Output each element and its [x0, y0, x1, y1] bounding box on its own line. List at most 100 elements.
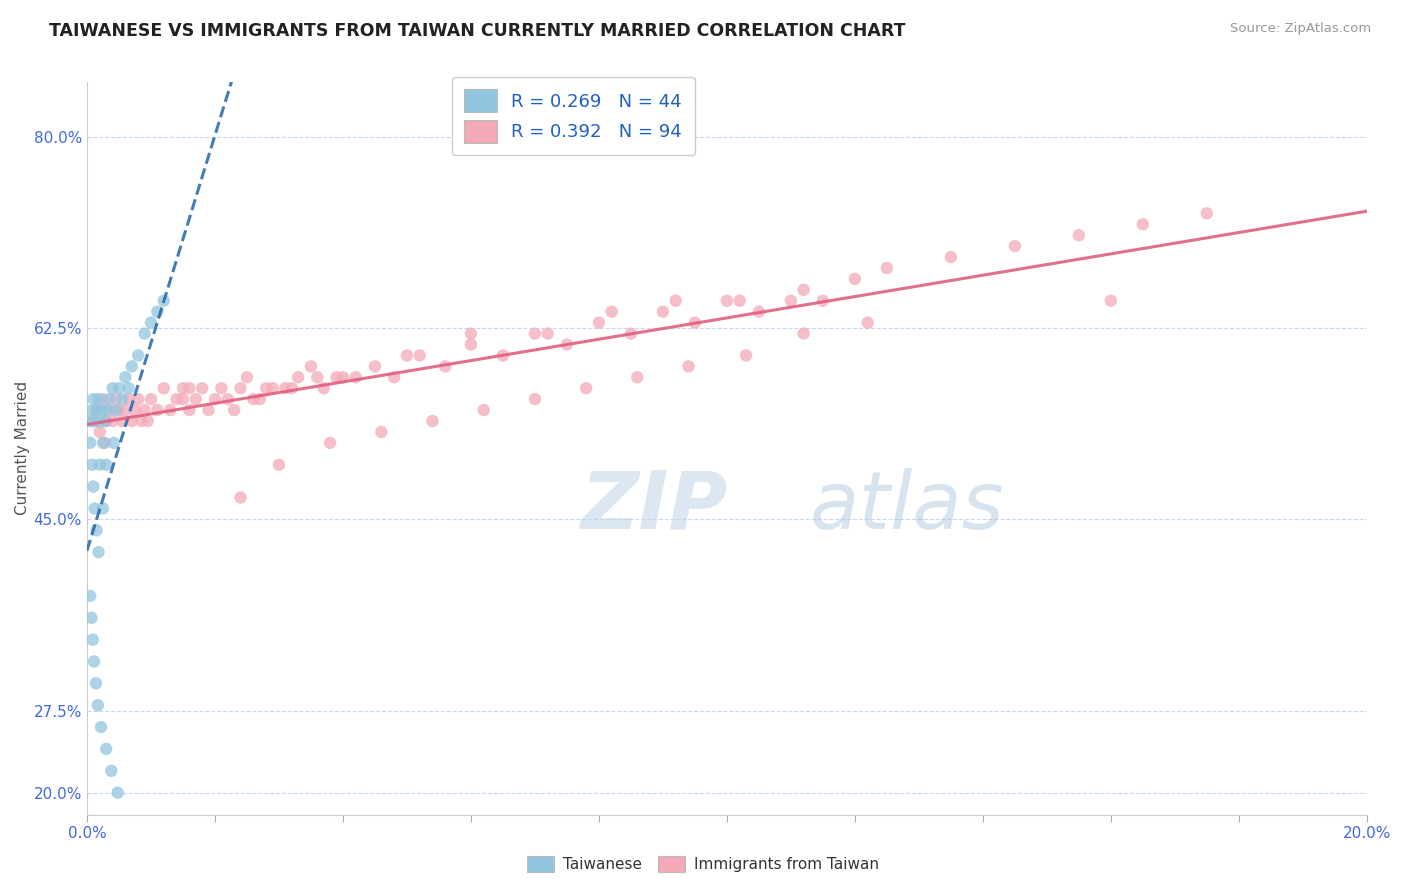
Point: [82, 632, 104, 647]
Point: [683, 316, 706, 330]
Text: atlas: atlas: [810, 468, 1005, 546]
Point: [172, 392, 194, 406]
Point: [131, 414, 153, 428]
Point: [146, 304, 169, 318]
Point: [159, 403, 181, 417]
Point: [82, 480, 104, 494]
Point: [460, 337, 482, 351]
Point: [600, 304, 623, 318]
Point: [319, 435, 342, 450]
Point: [793, 283, 815, 297]
Point: [267, 458, 290, 472]
Point: [537, 326, 560, 341]
Point: [107, 786, 129, 800]
Point: [651, 304, 673, 318]
Point: [96, 403, 118, 417]
Point: [79, 435, 101, 450]
Point: [1099, 293, 1122, 308]
Point: [127, 392, 149, 406]
Point: [166, 392, 188, 406]
Point: [98, 392, 121, 406]
Point: [229, 381, 252, 395]
Point: [111, 414, 134, 428]
Point: [409, 348, 432, 362]
Point: [89, 425, 111, 439]
Point: [811, 293, 834, 308]
Point: [86, 524, 108, 538]
Point: [1195, 206, 1218, 220]
Point: [344, 370, 367, 384]
Point: [588, 316, 610, 330]
Point: [121, 359, 143, 374]
Point: [665, 293, 688, 308]
Point: [229, 491, 252, 505]
Point: [101, 381, 124, 395]
Point: [117, 381, 139, 395]
Y-axis label: Currently Married: Currently Married: [15, 381, 30, 516]
Point: [83, 655, 105, 669]
Point: [100, 764, 122, 778]
Point: [209, 381, 232, 395]
Point: [136, 414, 159, 428]
Point: [79, 589, 101, 603]
Point: [179, 403, 201, 417]
Point: [728, 293, 751, 308]
Point: [86, 403, 108, 417]
Point: [254, 381, 277, 395]
Point: [287, 370, 309, 384]
Point: [472, 403, 495, 417]
Point: [197, 403, 219, 417]
Point: [844, 272, 866, 286]
Point: [1067, 228, 1090, 243]
Point: [101, 414, 124, 428]
Point: [82, 414, 104, 428]
Point: [460, 326, 482, 341]
Point: [114, 403, 136, 417]
Point: [104, 392, 127, 406]
Point: [79, 414, 101, 428]
Point: [94, 435, 117, 450]
Point: [98, 403, 121, 417]
Point: [224, 403, 246, 417]
Point: [332, 370, 354, 384]
Point: [108, 381, 131, 395]
Point: [735, 348, 758, 362]
Point: [104, 403, 127, 417]
Point: [121, 414, 143, 428]
Point: [172, 381, 194, 395]
Text: TAIWANESE VS IMMIGRANTS FROM TAIWAN CURRENTLY MARRIED CORRELATION CHART: TAIWANESE VS IMMIGRANTS FROM TAIWAN CURR…: [49, 22, 905, 40]
Point: [87, 392, 110, 406]
Point: [217, 392, 239, 406]
Point: [492, 348, 515, 362]
Point: [364, 359, 387, 374]
Point: [575, 381, 598, 395]
Point: [242, 392, 264, 406]
Legend: Taiwanese, Immigrants from Taiwan: Taiwanese, Immigrants from Taiwan: [519, 848, 887, 880]
Point: [90, 720, 112, 734]
Point: [114, 370, 136, 384]
Point: [80, 403, 103, 417]
Point: [152, 381, 174, 395]
Point: [91, 392, 114, 406]
Text: Source: ZipAtlas.com: Source: ZipAtlas.com: [1230, 22, 1371, 36]
Text: ZIP: ZIP: [579, 468, 727, 546]
Point: [146, 403, 169, 417]
Point: [96, 458, 118, 472]
Point: [82, 392, 104, 406]
Point: [523, 392, 546, 406]
Point: [124, 403, 146, 417]
Point: [422, 414, 444, 428]
Point: [96, 414, 118, 428]
Point: [780, 293, 803, 308]
Point: [91, 501, 114, 516]
Point: [395, 348, 418, 362]
Point: [876, 260, 898, 275]
Point: [91, 435, 114, 450]
Point: [523, 326, 546, 341]
Point: [108, 403, 131, 417]
Point: [191, 381, 214, 395]
Point: [80, 611, 103, 625]
Point: [281, 381, 304, 395]
Point: [117, 392, 139, 406]
Point: [555, 337, 578, 351]
